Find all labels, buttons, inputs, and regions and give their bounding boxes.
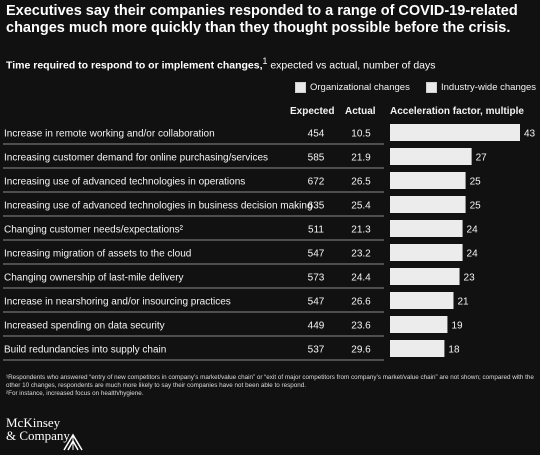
row-label: Build redundancies into supply chain	[4, 345, 166, 356]
footnote-2: ²For instance, increased focus on health…	[6, 390, 144, 397]
expected-value: 635	[308, 201, 325, 212]
chart-subtitle: Time required to respond to or implement…	[6, 56, 536, 72]
acceleration-value: 23	[464, 273, 476, 284]
column-header-expected: Expected	[290, 106, 335, 117]
acceleration-bar	[390, 244, 463, 261]
column-header-actual: Actual	[345, 106, 376, 117]
legend-organizational: Organizational changes	[295, 82, 410, 93]
legend-industry: Industry-wide changes	[426, 82, 536, 93]
actual-value: 23.2	[351, 249, 371, 260]
acceleration-value: 21	[457, 297, 469, 308]
actual-value: 29.6	[351, 345, 371, 356]
acceleration-bar	[390, 220, 463, 237]
expected-value: 454	[308, 129, 325, 140]
subtitle-footnote-mark: 1	[262, 56, 268, 66]
actual-value: 21.3	[351, 225, 371, 236]
row-label: Increasing use of advanced technologies …	[4, 201, 313, 212]
acceleration-bar	[390, 124, 520, 141]
acceleration-bar	[390, 316, 448, 333]
acceleration-value: 25	[470, 201, 482, 212]
mckinsey-logo-mark-icon	[63, 433, 83, 451]
logo-line-1: McKinsey	[6, 415, 61, 430]
acceleration-bar	[390, 172, 466, 189]
acceleration-bar	[390, 340, 445, 357]
actual-value: 21.9	[351, 153, 371, 164]
row-label: Increasing migration of assets to the cl…	[4, 249, 191, 260]
actual-value: 25.4	[351, 201, 371, 212]
acceleration-value: 25	[470, 177, 482, 188]
row-label: Increase in remote working and/or collab…	[4, 129, 215, 140]
row-label: Increased spending on data security	[4, 321, 165, 332]
actual-value: 10.5	[351, 129, 371, 140]
legend-swatch-organizational	[295, 82, 306, 93]
legend-swatch-industry	[426, 82, 437, 93]
row-label: Changing customer needs/expectations²	[4, 225, 184, 236]
expected-value: 537	[308, 345, 325, 356]
acceleration-value: 19	[451, 321, 463, 332]
acceleration-bar	[390, 292, 454, 309]
subtitle-rest-text: expected vs actual, number of days	[270, 59, 436, 72]
expected-value: 511	[308, 225, 324, 236]
acceleration-value: 43	[524, 129, 536, 140]
row-label: Changing ownership of last-mile delivery	[4, 273, 184, 284]
footnotes: ¹Respondents who answered “entry of new …	[6, 374, 536, 398]
mckinsey-logo: McKinsey & Company	[6, 416, 96, 442]
actual-value: 24.4	[351, 273, 371, 284]
chart-title: Executives say their companies responded…	[6, 3, 518, 36]
column-header-acceleration: Acceleration factor, multiple	[390, 106, 524, 117]
acceleration-value: 24	[467, 225, 479, 236]
expected-value: 585	[308, 153, 325, 164]
subtitle-bold-text: Time required to respond to or implement…	[6, 59, 263, 72]
logo-line-2: & Company	[6, 428, 70, 443]
expected-value: 573	[308, 273, 325, 284]
legend-label-industry: Industry-wide changes	[441, 82, 537, 93]
row-label: Increasing customer demand for online pu…	[4, 153, 268, 164]
acceleration-value: 24	[467, 249, 479, 260]
expected-value: 449	[308, 321, 325, 332]
legend-label-organizational: Organizational changes	[310, 82, 410, 93]
acceleration-bar	[390, 148, 472, 165]
acceleration-bar	[390, 268, 460, 285]
expected-value: 547	[308, 249, 325, 260]
actual-value: 23.6	[351, 321, 371, 332]
footnote-1: ¹Respondents who answered “entry of new …	[6, 374, 534, 389]
actual-value: 26.6	[351, 297, 371, 308]
acceleration-chart: Increase in remote working and/or collab…	[3, 124, 536, 361]
row-label: Increasing use of advanced technologies …	[4, 177, 245, 188]
acceleration-value: 18	[448, 345, 460, 356]
expected-value: 547	[308, 297, 325, 308]
row-label: Increase in nearshoring and/or insourcin…	[4, 297, 231, 308]
expected-value: 672	[308, 177, 325, 188]
acceleration-bar	[390, 196, 466, 213]
acceleration-value: 27	[476, 153, 488, 164]
actual-value: 26.5	[351, 177, 371, 188]
